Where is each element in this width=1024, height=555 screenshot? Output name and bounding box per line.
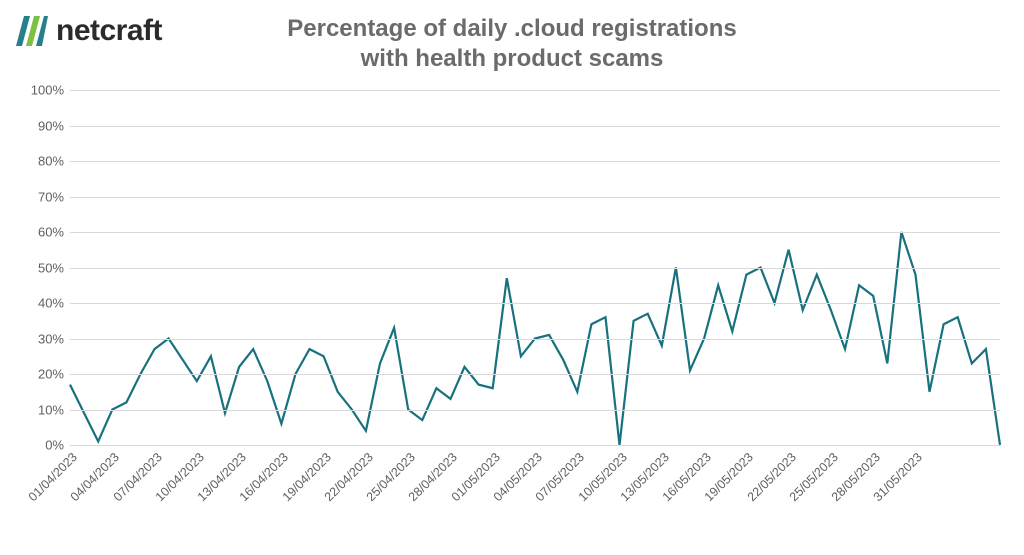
chart-title-line2: with health product scams (0, 44, 1024, 74)
gridline (70, 268, 1000, 269)
x-axis-labels: 01/04/202304/04/202307/04/202310/04/2023… (70, 450, 1000, 550)
plot-area: 0%10%20%30%40%50%60%70%80%90%100% (70, 90, 1000, 445)
gridline (70, 161, 1000, 162)
y-tick-label: 10% (38, 402, 70, 417)
chart-title: Percentage of daily .cloud registrations… (0, 14, 1024, 74)
y-tick-label: 60% (38, 225, 70, 240)
y-tick-label: 100% (31, 83, 70, 98)
gridline (70, 445, 1000, 446)
gridline (70, 126, 1000, 127)
y-tick-label: 30% (38, 331, 70, 346)
chart-title-line1: Percentage of daily .cloud registrations (0, 14, 1024, 44)
y-tick-label: 40% (38, 296, 70, 311)
gridline (70, 90, 1000, 91)
y-tick-label: 0% (45, 438, 70, 453)
gridline (70, 410, 1000, 411)
y-tick-label: 20% (38, 367, 70, 382)
y-tick-label: 80% (38, 154, 70, 169)
gridline (70, 197, 1000, 198)
y-tick-label: 70% (38, 189, 70, 204)
gridline (70, 232, 1000, 233)
gridline (70, 339, 1000, 340)
y-tick-label: 90% (38, 118, 70, 133)
chart-container: netcraft Percentage of daily .cloud regi… (0, 0, 1024, 555)
y-tick-label: 50% (38, 260, 70, 275)
gridline (70, 374, 1000, 375)
gridline (70, 303, 1000, 304)
